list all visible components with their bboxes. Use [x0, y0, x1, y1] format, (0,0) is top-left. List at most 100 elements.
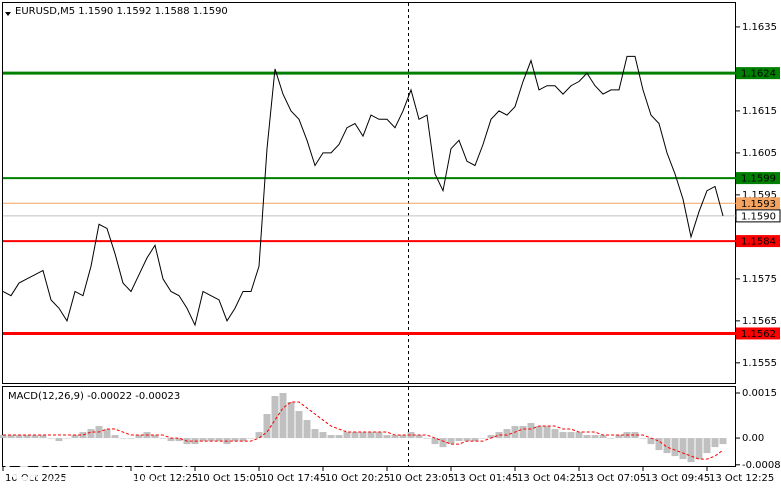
macd-bar [295, 411, 303, 439]
level-label-box [736, 197, 780, 210]
x-tick-label: 13 Oct 12:25 [709, 473, 774, 484]
marks: 1.1635 1.1615 1.1605 1.1595 1.1575 1.1565 1.15… [0, 22, 781, 484]
macd-bar [391, 435, 399, 439]
macd-bar [175, 438, 183, 442]
y-tick-label: 1.1565 [742, 316, 777, 327]
macd-bar [39, 435, 47, 439]
x-tick-label: 10 Oct 23:05 [389, 473, 454, 484]
macd-bar [615, 435, 623, 439]
macd-bar [63, 438, 71, 439]
y-tick-label: 1.1595 [742, 190, 777, 201]
macd-bar [415, 435, 423, 439]
macd-bar [495, 432, 503, 439]
y-tick-label: 1.1555 [742, 358, 777, 369]
macd-bar [711, 438, 719, 448]
macd-bar [647, 438, 655, 445]
level-label: 1.1584 [741, 237, 776, 248]
macd-bar [151, 435, 159, 439]
macd-bar [287, 402, 295, 439]
x-tick-label: 13 Oct 07:05 [581, 473, 646, 484]
macd-bar [375, 432, 383, 439]
macd-bar [15, 435, 23, 439]
macd-bar [319, 432, 327, 439]
level-label: 1.1624 [741, 69, 776, 80]
macd-bar [639, 438, 647, 439]
macd-bar [479, 438, 487, 439]
macd-bar [399, 435, 407, 439]
macd-bar [703, 438, 711, 454]
macd-bar [679, 438, 687, 460]
macd-bar [663, 438, 671, 454]
macd-bar [535, 426, 543, 439]
macd-bar [591, 435, 599, 439]
macd-bar [719, 438, 727, 445]
level-label: 1.1590 [741, 211, 776, 222]
x-tick-label: 10 Oct 2025 [5, 473, 67, 484]
macd-bar [199, 438, 207, 442]
macd-bar [383, 435, 391, 439]
watermark: instaforex Instant Forex Trading [5, 443, 195, 488]
macd-bar [543, 426, 551, 439]
x-tick-label: 10 Oct 17:45 [261, 473, 326, 484]
macd-bar [127, 438, 135, 439]
x-tick-label: 10 Oct 20:25 [325, 473, 390, 484]
macd-bar [335, 435, 343, 439]
watermark-logo [5, 443, 43, 481]
macd-bar [135, 435, 143, 439]
macd-bar [31, 435, 39, 439]
level-label: 1.1599 [741, 174, 776, 185]
macd-bar [575, 432, 583, 439]
macd-bar [447, 438, 455, 445]
macd-bar [687, 438, 695, 463]
y-tick-label: 1.1615 [742, 106, 777, 117]
macd-bar [519, 426, 527, 439]
level-label-box [736, 235, 780, 248]
macd-bar [23, 435, 31, 439]
macd-bar [311, 429, 319, 439]
macd-bar [599, 435, 607, 439]
signal-line [3, 401, 724, 460]
macd-title: MACD(12,26,9) -0.00022 -0.00023 [8, 391, 180, 402]
macd-bar [423, 438, 431, 439]
macd-bar [431, 438, 439, 445]
macd-bar [471, 438, 479, 442]
macd-bar [87, 429, 95, 439]
macd-bar [103, 429, 111, 439]
macd-bar [239, 438, 247, 442]
x-tick-label: 10 Oct 12:25 [133, 473, 198, 484]
watermark-logo-dot [18, 456, 30, 468]
macd-bar [55, 438, 63, 442]
macd-bar [327, 435, 335, 439]
macd-bar [159, 438, 167, 439]
macd-bar [79, 432, 87, 439]
macd-bar [255, 432, 263, 439]
macd-bar [631, 432, 639, 439]
macd-bar [503, 429, 511, 439]
macd-bar [231, 438, 239, 442]
macd-bar [247, 438, 255, 439]
macd-bar [263, 414, 271, 439]
macd-bar [367, 432, 375, 439]
macd-bar [71, 435, 79, 439]
macd-bar [207, 438, 215, 442]
macd-bar [359, 432, 367, 439]
price-title: EURUSD,M5 1.1590 1.1592 1.1588 1.1590 [15, 6, 228, 17]
y-tick-label: 1.1575 [742, 274, 777, 285]
y-tick-label: 1.1605 [742, 148, 777, 159]
macd-bar [455, 438, 463, 442]
level-label-box [736, 172, 780, 185]
macd-bar [303, 420, 311, 439]
y-tick-label: 0.0015 [742, 388, 777, 399]
macd-bar [0, 435, 7, 439]
macd-bar [655, 438, 663, 451]
y-tick-label: 0.00 [742, 433, 764, 444]
macd-bar [567, 432, 575, 439]
level-label-box [736, 67, 780, 80]
x-tick-label: 13 Oct 01:45 [453, 473, 518, 484]
macd-panel [2, 386, 736, 467]
macd-bar [487, 435, 495, 439]
macd-bar [527, 423, 535, 439]
macd-bar [559, 432, 567, 439]
price-line [2, 55, 724, 327]
macd-bar [343, 432, 351, 439]
